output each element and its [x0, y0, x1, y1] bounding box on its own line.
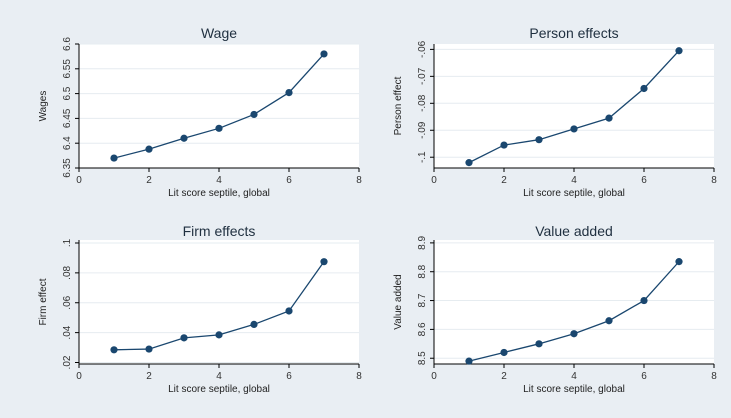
- data-point-6: [640, 296, 648, 305]
- panel-title: Wage: [201, 25, 237, 41]
- y-tick-label-3: 6.5: [62, 86, 73, 100]
- data-point-1: [110, 154, 118, 162]
- x-tick-label-4: 8: [356, 175, 362, 186]
- x-axis-label: Lit score septile, global: [168, 188, 270, 199]
- panel-wage: 0 2 4 6 8 6.35 6.4 6.45 6.5 6.55 6.6 Wage Lit score …: [38, 25, 362, 199]
- data-point-5: [250, 110, 258, 119]
- data-point-4: [215, 124, 223, 132]
- data-point-4: [570, 330, 578, 338]
- data-point-2: [145, 345, 153, 353]
- y-tick-label-2: .06: [62, 295, 73, 309]
- plot-area: [434, 240, 714, 364]
- x-axis-label: Lit score septile, global: [168, 384, 270, 395]
- data-point-1: [465, 357, 473, 365]
- y-tick-label-1: 8.6: [417, 322, 428, 336]
- x-tick-label-2: 4: [216, 175, 222, 186]
- data-point-2: [145, 145, 153, 153]
- plot-area: [79, 240, 359, 364]
- data-point-6: [285, 89, 293, 97]
- y-tick-label-3: 8.8: [417, 264, 428, 278]
- data-point-6: [285, 307, 293, 315]
- y-tick-label-0: -.1: [417, 151, 428, 163]
- x-tick-label-2: 4: [216, 371, 222, 382]
- x-tick-label-3: 6: [286, 371, 292, 382]
- data-point-3: [180, 334, 188, 342]
- data-point-7: [320, 50, 328, 58]
- x-tick-label-0: 0: [76, 175, 82, 186]
- data-point-1: [110, 346, 118, 354]
- x-tick-label-1: 2: [146, 371, 152, 382]
- x-tick-label-4: 8: [711, 175, 717, 186]
- panel-person-effects: 0 2 4 6 8 -.1 -.09 -.08 -.07 -.06 Person effects Li…: [393, 25, 717, 199]
- data-point-6: [640, 84, 648, 93]
- data-point-5: [605, 317, 613, 325]
- plot-area: [79, 44, 359, 168]
- x-tick-label-4: 8: [356, 371, 362, 382]
- y-tick-label-4: .1: [62, 238, 73, 247]
- data-point-5: [605, 114, 613, 122]
- y-axis-label: Wages: [38, 91, 49, 122]
- y-tick-label-0: 8.5: [417, 351, 428, 365]
- y-tick-label-2: 8.7: [417, 293, 428, 307]
- panel-title: Value added: [535, 223, 613, 239]
- x-tick-label-4: 8: [711, 371, 717, 382]
- data-point-1: [465, 159, 473, 167]
- data-point-2: [500, 348, 508, 357]
- data-point-4: [570, 125, 578, 133]
- y-axis-label: Value added: [393, 274, 404, 329]
- x-tick-label-1: 2: [501, 371, 507, 382]
- y-axis-label: Firm effect: [38, 278, 49, 325]
- y-tick-label-3: .08: [62, 265, 73, 279]
- x-tick-label-0: 0: [76, 371, 82, 382]
- x-axis-label: Lit score septile, global: [523, 384, 625, 395]
- y-tick-label-2: -.08: [417, 94, 428, 112]
- y-tick-label-0: 6.35: [62, 158, 73, 178]
- x-tick-label-0: 0: [431, 371, 437, 382]
- y-tick-label-1: -.09: [417, 121, 428, 139]
- x-tick-label-1: 2: [501, 175, 507, 186]
- plot-area: [434, 44, 714, 168]
- x-tick-label-2: 4: [571, 371, 577, 382]
- data-point-3: [180, 134, 188, 142]
- x-tick-label-3: 6: [641, 371, 647, 382]
- data-point-7: [675, 258, 683, 266]
- panel-title: Firm effects: [183, 223, 256, 239]
- data-point-7: [320, 258, 328, 266]
- data-point-2: [500, 141, 508, 149]
- panel-title: Person effects: [529, 25, 618, 41]
- y-tick-label-2: 6.45: [62, 108, 73, 128]
- panel-value-added: 0 2 4 6 8 8.5 8.6 8.7 8.8 8.9 Value added Lit score…: [393, 223, 717, 395]
- y-tick-label-5: 6.6: [62, 37, 73, 51]
- panel-firm-effects: 0 2 4 6 8 .02 .04 .06 .08 .1 Firm effects Lit score…: [38, 223, 362, 395]
- data-point-7: [675, 47, 683, 55]
- data-point-3: [535, 136, 543, 144]
- y-tick-label-0: .02: [62, 355, 73, 369]
- x-tick-label-3: 6: [286, 175, 292, 186]
- y-tick-label-1: 6.4: [62, 136, 73, 150]
- x-tick-label-2: 4: [571, 175, 577, 186]
- y-tick-label-1: .04: [62, 325, 73, 339]
- y-tick-label-4: 8.9: [417, 235, 428, 249]
- x-tick-label-3: 6: [641, 175, 647, 186]
- y-tick-label-4: -.06: [417, 40, 428, 58]
- y-axis-label: Person effect: [393, 76, 404, 135]
- data-point-5: [250, 320, 258, 329]
- x-tick-label-0: 0: [431, 175, 437, 186]
- y-tick-label-4: 6.55: [62, 59, 73, 79]
- x-tick-label-1: 2: [146, 175, 152, 186]
- data-point-3: [535, 340, 543, 348]
- data-point-4: [215, 331, 223, 339]
- y-tick-label-3: -.07: [417, 67, 428, 85]
- x-axis-label: Lit score septile, global: [523, 188, 625, 199]
